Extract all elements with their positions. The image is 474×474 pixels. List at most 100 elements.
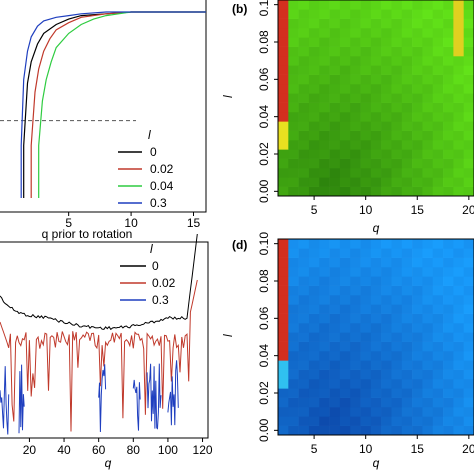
panel-b-cell-291 (339, 46, 351, 57)
panel-b-cell-135 (298, 121, 310, 131)
panel-d-cell-39 (288, 407, 299, 417)
panel-d-cell-130 (443, 369, 454, 380)
panel-b-cell-218 (370, 84, 382, 94)
panel-d-ytick-label-1: 0.02 (257, 381, 271, 405)
panel-d-cell-60 (308, 397, 320, 408)
panel-b-cell-198 (360, 93, 372, 103)
panel-b-cell-370 (370, 9, 382, 19)
panel-b-cell-167 (432, 112, 444, 122)
panel-b-cell-241 (412, 74, 423, 85)
panel-d-cell-318 (422, 276, 434, 286)
panel-b-cell-277 (391, 56, 403, 66)
panel-b-cell-174 (308, 102, 320, 113)
panel-d-cell-333 (381, 267, 392, 277)
panel-b-cell-165 (412, 112, 423, 122)
panel-b-cell-292 (350, 46, 361, 57)
panel-d-cell-213 (319, 323, 330, 333)
panel-b-ytick-label-1: 0.02 (257, 142, 271, 166)
panel-d-cell-188 (453, 341, 464, 352)
panel-b-cell-390 (381, 0, 392, 10)
panel-d-cell-178 (350, 341, 361, 352)
panel-d-cell-175 (319, 341, 330, 352)
panel-d-cell-364 (308, 248, 320, 258)
panel-b-cell-153 (288, 112, 299, 122)
panel-b-cell-332 (370, 28, 382, 38)
panel-b-cell-77 (288, 149, 299, 159)
panel-b-cell-284 (463, 56, 474, 66)
panel-d-cell-169 (453, 351, 464, 361)
panel-b-cell-3 (308, 186, 320, 197)
panel-d-cell-164 (401, 351, 413, 361)
panel-d-cell-315 (391, 276, 403, 286)
panel-b-cell-51 (412, 168, 423, 178)
panel-d-cell-122 (360, 369, 372, 380)
panel-b-cell-220 (391, 84, 403, 94)
panel-d-cell-304 (278, 276, 289, 286)
panel-b-cell-227 (463, 84, 474, 94)
panel-d-cell-360 (463, 257, 474, 268)
panel-b-cell-75 (463, 158, 474, 169)
panel-d-cell-280 (422, 295, 434, 305)
panel-b-cell-378 (453, 9, 464, 19)
panel-d-cell-214 (329, 323, 341, 333)
panel-b-cell-116 (298, 130, 310, 141)
panel-b-cell-11 (391, 186, 403, 197)
panel-b-cell-257 (381, 65, 392, 75)
panel-b-cell-315 (391, 37, 403, 47)
panel-d-xtick-label-1: 10 (359, 442, 373, 456)
panel-d-ytick-label-0: 0.00 (257, 418, 271, 442)
panel-d-cell-77 (288, 388, 299, 398)
panel-d-cell-258 (391, 304, 403, 314)
panel-b-cell-245 (453, 74, 464, 85)
panel-b-cell-100 (329, 140, 341, 150)
panel-d-cell-261 (422, 304, 434, 314)
panel-d-cell-120 (339, 369, 351, 380)
panel-d-cell-290 (329, 285, 341, 296)
panel-d-cell-73 (443, 397, 454, 408)
panel-d-cell-392 (401, 239, 413, 249)
panel-d-cell-206 (443, 332, 454, 342)
panel-d-cell-17 (453, 425, 464, 436)
panel-c-legend-label-1: 0.02 (152, 276, 176, 290)
panel-a-xtick-label-2: 15 (187, 216, 201, 230)
panel-d-cell-112 (453, 379, 464, 389)
panel-b-cell-176 (329, 102, 341, 113)
panel-d-cell-163 (391, 351, 403, 361)
panel-d-cell-34 (432, 416, 444, 426)
panel-b-cell-149 (443, 121, 454, 131)
panel-d-cell-277 (391, 295, 403, 305)
panel-b-cell-236 (360, 74, 372, 85)
panel-b-cell-8 (360, 186, 372, 197)
panel-b-xtick-label-1: 10 (359, 203, 373, 217)
panel-d-cell-250 (308, 304, 320, 314)
panel-d-cell-286 (288, 285, 299, 296)
panel-b-cell-184 (412, 102, 423, 113)
panel-b-cell-300 (432, 46, 444, 57)
panel-d-cell-150 (453, 360, 464, 370)
panel-b-cell-79 (308, 149, 320, 159)
panel-b-cell-65 (360, 158, 372, 169)
panel-b-cell-21 (298, 177, 310, 187)
panel-d-cell-176 (329, 341, 341, 352)
panel-b-cell-128 (422, 130, 434, 141)
panel-b-cell-30 (391, 177, 403, 187)
panel-b-cell-375 (422, 9, 434, 19)
panel-b-cell-219 (381, 84, 392, 94)
panel-b-cell-40 (298, 168, 310, 178)
panel-d-ytick-label-4: 0.08 (257, 269, 271, 293)
panel-b-ytick-label-4: 0.08 (257, 30, 271, 54)
panel-c-series-line-0 (0, 233, 198, 331)
panel-b-cell-173 (298, 102, 310, 113)
panel-b-cell-355 (412, 18, 423, 29)
panel-b-cell-361 (278, 9, 289, 19)
panel-d-cell-23 (319, 416, 330, 426)
panel-d-cell-269 (308, 295, 320, 305)
panel-d-cell-171 (278, 341, 289, 352)
panel-c-legend: l 0 0.02 0.3 (120, 242, 176, 307)
panel-b-cell-23 (319, 177, 330, 187)
panel-b-cell-249 (298, 65, 310, 75)
panel-b-cell-256 (370, 65, 382, 75)
panel-b-cell-148 (432, 121, 444, 131)
panel-b-cell-101 (339, 140, 351, 150)
panel-b-cell-53 (432, 168, 444, 178)
